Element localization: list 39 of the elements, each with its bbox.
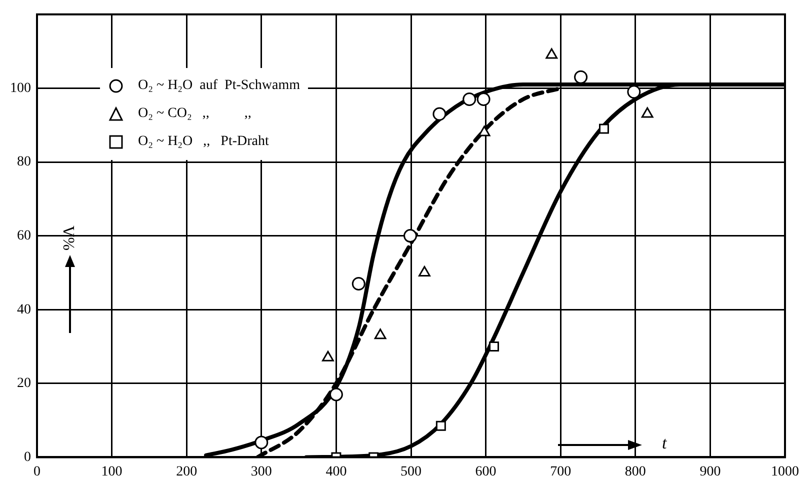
y-tick-label: 100 — [10, 80, 31, 96]
x-tick-label: 900 — [700, 464, 721, 480]
x-tick-label: 1000 — [771, 464, 799, 480]
point — [641, 107, 654, 118]
x-tick-label: 400 — [326, 464, 347, 480]
point — [598, 124, 609, 134]
x-tick-label: 200 — [176, 464, 198, 480]
x-axis-title: t — [662, 433, 668, 452]
legend-label: O₂ ~ H₂O auf Pt-Schwamm — [138, 78, 300, 94]
y-tick-label: 0 — [24, 450, 31, 465]
x-tick-label: 600 — [475, 464, 496, 480]
point — [404, 229, 417, 243]
x-tick-label: 100 — [101, 464, 122, 480]
x-tick-label: 500 — [400, 464, 422, 480]
point — [627, 85, 641, 99]
x-tick-label: 800 — [624, 464, 646, 480]
point — [489, 342, 500, 352]
point — [418, 266, 430, 276]
legend-label: O₂ ~ CO₂ ,, ,, — [138, 106, 252, 122]
point — [352, 277, 366, 291]
point — [476, 92, 490, 106]
point — [329, 388, 343, 402]
y-tick-label: 20 — [17, 376, 31, 392]
point — [546, 48, 558, 59]
point — [462, 92, 476, 106]
y-tick-label: 40 — [17, 302, 31, 318]
y-tick-label: 80 — [17, 154, 31, 170]
point — [322, 350, 334, 362]
point — [436, 420, 446, 431]
y-tick-label: 60 — [17, 228, 31, 244]
point — [432, 107, 446, 121]
x-tick-label: 300 — [250, 464, 272, 480]
y-axis-title: %Λ — [61, 225, 78, 250]
legend-label: O₂ ~ H₂O ,, Pt-Draht — [138, 134, 269, 150]
point — [254, 436, 268, 450]
x-tick-label: 0 — [34, 464, 40, 480]
point — [374, 328, 386, 340]
x-tick-label: 700 — [550, 464, 572, 480]
point — [574, 70, 588, 84]
